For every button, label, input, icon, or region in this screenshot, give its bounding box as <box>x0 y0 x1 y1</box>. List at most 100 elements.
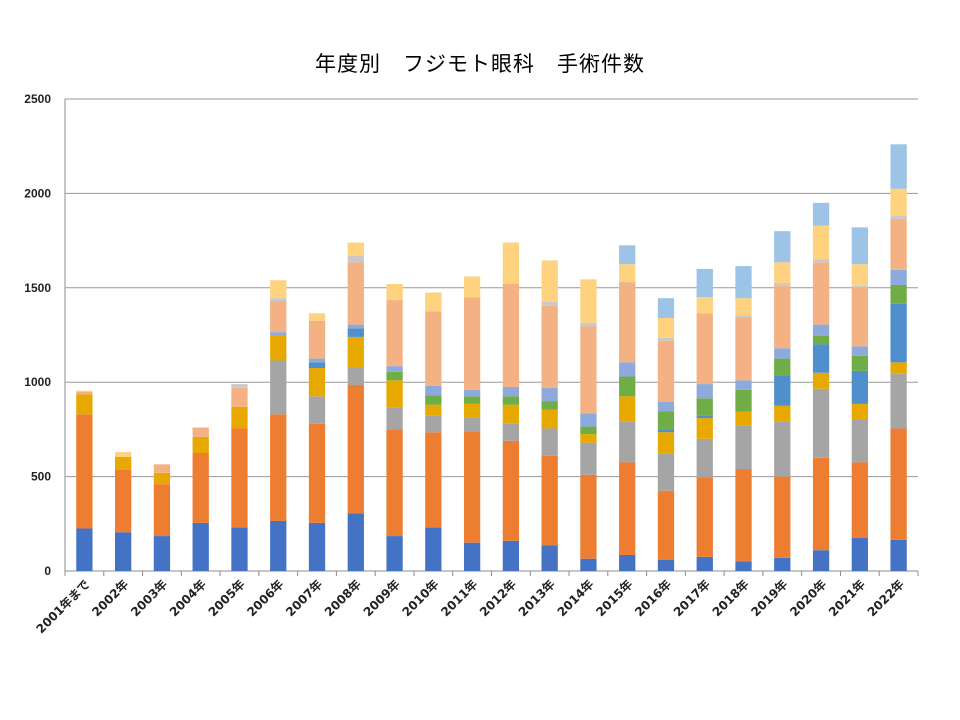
bar-segment <box>308 396 326 424</box>
bar-segment <box>270 301 287 333</box>
bar-segment <box>657 337 675 341</box>
bar-segment <box>696 556 713 571</box>
bar-segment <box>580 442 597 475</box>
bar-segment <box>890 188 907 217</box>
y-tick-label: 500 <box>31 470 51 484</box>
x-tick-label: 2003年 <box>127 577 170 620</box>
bar-segment <box>270 298 287 302</box>
bar-segment <box>580 426 597 435</box>
bar-segment <box>347 513 364 571</box>
bar-segment <box>347 255 364 263</box>
bar-segment <box>463 389 481 397</box>
x-tick-label: 2022年 <box>864 577 907 620</box>
bar-segment <box>657 340 675 403</box>
bar-segment <box>735 561 752 571</box>
bar-segment <box>270 332 287 336</box>
bar-segment <box>890 216 907 219</box>
bar-segment <box>308 362 326 369</box>
bar-segment <box>270 414 287 521</box>
bar-segment <box>890 284 907 304</box>
bar-segment <box>696 268 713 298</box>
x-tick-label: 2018年 <box>709 577 752 620</box>
bar-segment <box>619 264 636 283</box>
bar-segment <box>774 421 791 477</box>
bar-segment <box>890 269 907 285</box>
bar-segment <box>696 297 713 314</box>
bar-segment <box>502 540 520 571</box>
bar-segment <box>657 318 675 338</box>
bar-segment <box>76 391 93 395</box>
bar-segment <box>270 360 287 415</box>
bar-segment <box>192 427 209 437</box>
bar-segment <box>76 414 93 529</box>
x-tick-label: 2013年 <box>515 577 558 620</box>
bar-segment <box>890 539 907 571</box>
bar-segment <box>192 522 209 571</box>
bar-segment <box>386 371 403 381</box>
bar-segment <box>308 522 326 571</box>
bar-segment <box>774 375 791 406</box>
bar-segment <box>270 335 287 361</box>
bar-segment <box>463 396 481 404</box>
bar-segment <box>308 313 326 321</box>
x-tick-label: 2021年 <box>825 577 868 620</box>
bar-segment <box>308 320 326 359</box>
bar-segment <box>347 324 364 329</box>
bar-segment <box>774 283 791 286</box>
bar-segment <box>696 477 713 557</box>
x-tick-label: 2004年 <box>166 577 209 620</box>
bar-segment <box>541 305 558 388</box>
bar-segment <box>812 550 830 571</box>
bar-segment <box>735 298 752 316</box>
bar-segment <box>231 387 248 407</box>
bar-segment <box>386 366 403 372</box>
bar-segment <box>502 386 520 397</box>
bar-segment <box>76 390 93 392</box>
bar-segment <box>657 298 675 319</box>
bar-segment <box>425 404 442 416</box>
x-tick-label: 2007年 <box>282 577 325 620</box>
bar-segment <box>386 407 403 430</box>
bar-segment <box>774 231 791 263</box>
x-tick-label: 2006年 <box>244 577 287 620</box>
bar-segment <box>425 527 442 571</box>
bar-segment <box>153 472 171 485</box>
bar-segment <box>463 297 481 390</box>
bar-segment <box>812 262 830 325</box>
bar-segment <box>735 317 752 381</box>
y-tick-labels: 0 500 1000 1500 2000 2500 <box>24 92 51 578</box>
bar-segment <box>115 456 132 470</box>
bar-segment <box>851 419 868 463</box>
bar-segment <box>76 394 93 415</box>
bar-segment <box>580 558 597 571</box>
bar-segment <box>657 453 675 491</box>
bar-segment <box>502 396 520 405</box>
bar-segment <box>308 358 326 363</box>
bar-segment <box>890 362 907 374</box>
bar-segment <box>308 423 326 523</box>
bar-segment <box>812 388 830 458</box>
x-tick-label: 2002年 <box>89 577 132 620</box>
x-tick-label: 2008年 <box>321 577 364 620</box>
y-tick-label: 2000 <box>24 186 51 200</box>
bar-segment <box>463 417 481 432</box>
bar-segment <box>153 536 171 571</box>
bar-segment <box>502 242 520 285</box>
bar-segment <box>580 413 597 427</box>
bar-segment <box>619 376 636 397</box>
bar-segment <box>386 536 403 571</box>
bar-segment <box>231 384 248 388</box>
bar-segment <box>347 328 364 337</box>
bar-segment <box>425 415 442 433</box>
bar-segment <box>619 554 636 571</box>
bar-segment <box>153 464 171 473</box>
x-tick-label: 2019年 <box>748 577 791 620</box>
bar-segment <box>541 260 558 302</box>
bar-segment <box>386 300 403 367</box>
bar-segment <box>580 434 597 443</box>
bar-segment <box>231 428 248 528</box>
x-tick-label: 2001年まで <box>33 577 93 637</box>
bar-segment <box>812 372 830 389</box>
bar-segment <box>347 368 364 386</box>
